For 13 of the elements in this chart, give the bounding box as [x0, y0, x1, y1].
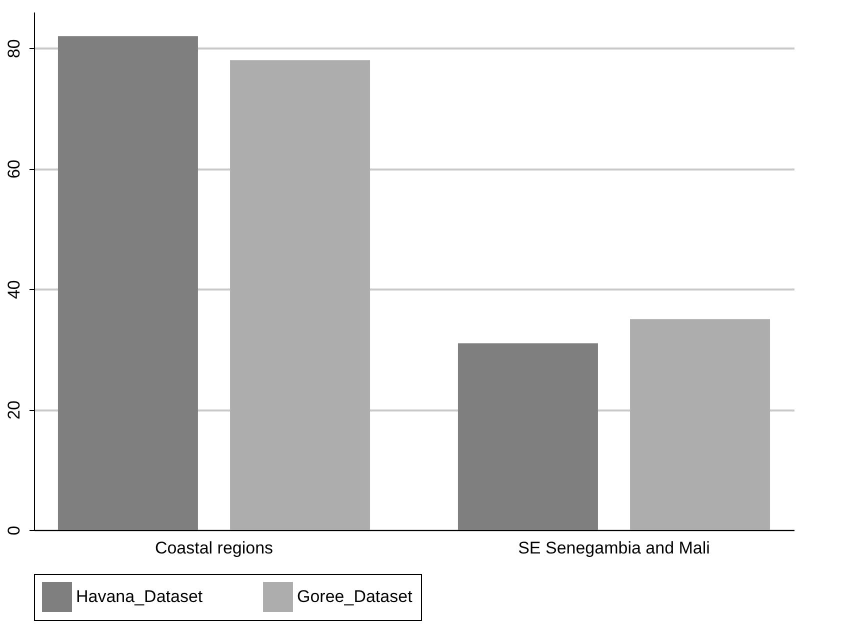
legend-label: Havana_Dataset [76, 587, 203, 606]
legend-label: Goree_Dataset [297, 587, 413, 606]
x-tick-label: Coastal regions [154, 538, 274, 558]
bar [230, 60, 370, 530]
bar [630, 319, 770, 530]
y-tick-label: 60 [4, 160, 24, 179]
bar [58, 36, 198, 530]
y-tick-label: 0 [4, 526, 24, 536]
y-tick-label: 40 [4, 280, 24, 300]
y-tick-label: 20 [4, 400, 24, 420]
y-tick-label: 80 [4, 39, 24, 58]
x-tick-label: SE Senegambia and Mali [518, 538, 710, 558]
bar [458, 343, 598, 530]
